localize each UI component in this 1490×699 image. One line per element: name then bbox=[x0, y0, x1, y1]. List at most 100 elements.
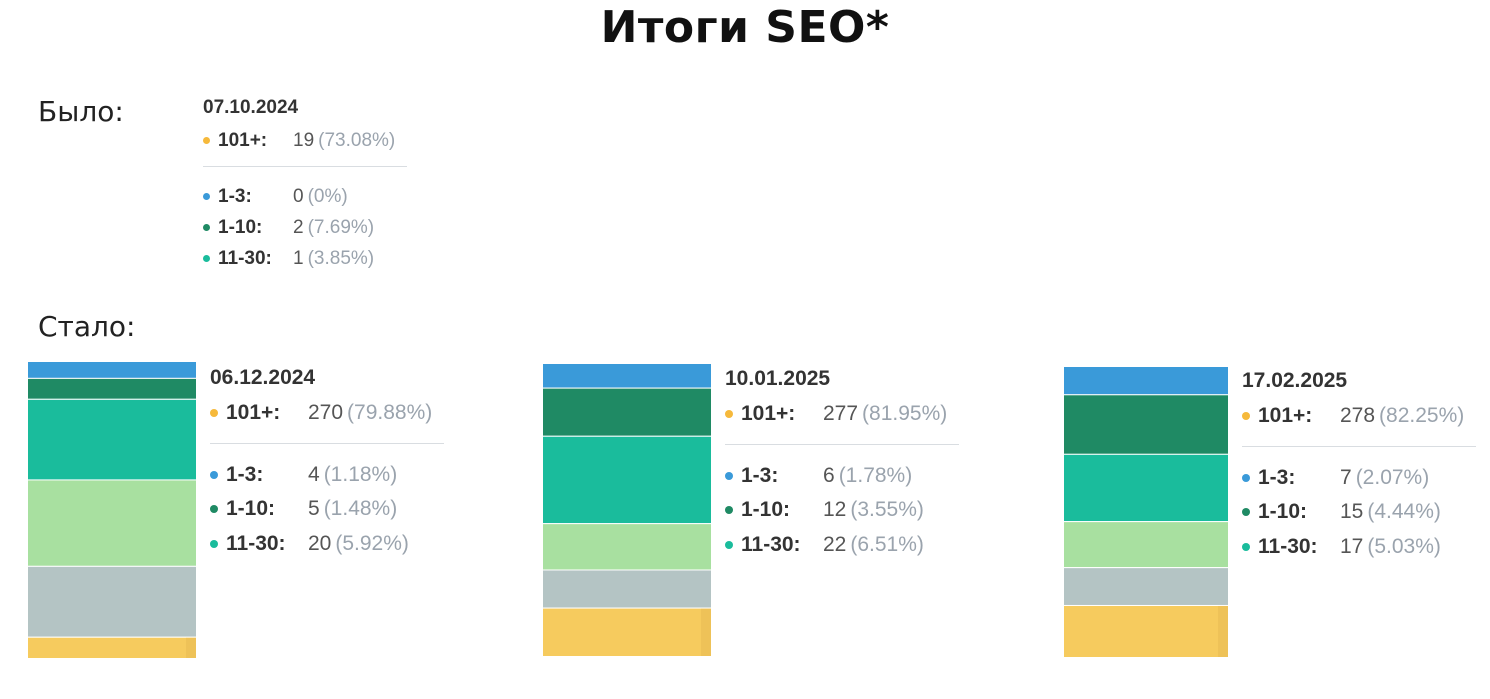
row-percent: (2.07%) bbox=[1355, 465, 1430, 489]
row-label: 1-3: bbox=[1258, 465, 1296, 489]
segment-divider bbox=[28, 398, 196, 400]
teal-dot-icon bbox=[210, 539, 218, 548]
blue-dot-icon bbox=[210, 470, 218, 479]
dark-green-dot-icon bbox=[1242, 508, 1250, 517]
row-label: 1-10: bbox=[1258, 500, 1308, 524]
tooltip-divider bbox=[725, 443, 959, 445]
yellow-dot-icon bbox=[725, 410, 733, 419]
stacked-bar-chart-3 bbox=[1064, 367, 1232, 657]
row-label: 1-3: bbox=[226, 462, 264, 486]
before-label: Было: bbox=[38, 95, 124, 128]
row-count: 5 bbox=[308, 497, 320, 521]
row-label: 101+: bbox=[218, 129, 268, 151]
tooltip-row-101: 101+: 19 (73.08%) bbox=[203, 125, 407, 156]
segment-51-100 bbox=[1064, 568, 1228, 605]
row-count: 277 bbox=[823, 402, 859, 426]
blue-dot-icon bbox=[203, 193, 210, 200]
row-count: 1 bbox=[293, 247, 304, 269]
segment-divider bbox=[28, 565, 196, 567]
row-count: 12 bbox=[823, 498, 847, 522]
row-percent: (82.25%) bbox=[1379, 404, 1465, 428]
yellow-dot-icon bbox=[203, 137, 210, 144]
tooltip-row-1-3: 1-3: 6 (1.78%) bbox=[725, 459, 959, 494]
bar-shadow-edge bbox=[186, 637, 196, 658]
blue-dot-icon bbox=[1242, 473, 1250, 482]
tooltip-divider bbox=[203, 166, 407, 167]
tooltip-row-1-3: 1-3: 7 (2.07%) bbox=[1242, 461, 1476, 496]
dark-green-dot-icon bbox=[210, 505, 218, 514]
row-percent: (6.51%) bbox=[850, 532, 924, 556]
segment-101-plus bbox=[28, 637, 196, 658]
row-label: 1-10: bbox=[218, 216, 263, 238]
tooltip-date: 07.10.2024 bbox=[203, 97, 299, 118]
row-label: 11-30: bbox=[226, 531, 286, 555]
segment-divider bbox=[543, 387, 711, 389]
tooltip-row-1-10: 1-10: 5 (1.48%) bbox=[210, 492, 444, 527]
segment-101-plus bbox=[543, 608, 711, 656]
row-percent: (3.55%) bbox=[850, 498, 924, 522]
segment-divider bbox=[28, 479, 196, 481]
row-percent: (73.08%) bbox=[318, 129, 396, 151]
segment-1-10 bbox=[1064, 395, 1228, 454]
row-label: 1-3: bbox=[741, 463, 779, 487]
tooltip-date: 17.02.2025 bbox=[1242, 369, 1348, 392]
row-percent: (4.44%) bbox=[1367, 500, 1441, 524]
row-count: 19 bbox=[293, 129, 315, 151]
row-count: 20 bbox=[308, 531, 332, 555]
tooltip-row-1-10: 1-10: 15 (4.44%) bbox=[1242, 495, 1476, 530]
row-count: 2 bbox=[293, 216, 304, 238]
row-percent: (79.88%) bbox=[347, 401, 433, 425]
segment-divider bbox=[1064, 604, 1228, 606]
segment-divider bbox=[1064, 453, 1228, 455]
row-label: 11-30: bbox=[218, 247, 272, 269]
page-title: Итоги SEO* bbox=[600, 2, 890, 53]
segment-divider bbox=[543, 607, 711, 609]
bar-shadow-edge bbox=[701, 608, 711, 656]
tooltip-row-1-10: 1-10: 12 (3.55%) bbox=[725, 493, 959, 528]
row-count: 7 bbox=[1340, 465, 1352, 489]
row-label: 11-30: bbox=[741, 532, 801, 556]
after-label: Стало: bbox=[38, 310, 136, 343]
teal-dot-icon bbox=[725, 540, 733, 549]
row-count: 0 bbox=[293, 185, 304, 207]
segment-1-3 bbox=[543, 364, 711, 388]
tooltip-divider bbox=[210, 442, 444, 444]
bar-shadow-edge bbox=[1218, 605, 1228, 657]
segment-31-50 bbox=[543, 524, 711, 570]
row-count: 4 bbox=[308, 462, 320, 486]
segment-31-50 bbox=[1064, 522, 1228, 568]
blue-dot-icon bbox=[725, 471, 733, 480]
segment-divider bbox=[543, 523, 711, 525]
segment-51-100 bbox=[543, 570, 711, 608]
dark-green-dot-icon bbox=[203, 224, 210, 231]
row-count: 17 bbox=[1340, 534, 1364, 558]
segment-1-3 bbox=[1064, 367, 1228, 395]
tooltip-row-11-30: 11-30: 1 (3.85%) bbox=[203, 243, 407, 274]
row-count: 270 bbox=[308, 401, 344, 425]
tooltip-row-101: 101+: 277 (81.95%) bbox=[725, 397, 959, 432]
segment-51-100 bbox=[28, 566, 196, 637]
tooltip-date: 10.01.2025 bbox=[725, 367, 831, 390]
dark-green-dot-icon bbox=[725, 506, 733, 515]
segment-divider bbox=[28, 377, 196, 379]
tooltip-row-1-3: 1-3: 4 (1.18%) bbox=[210, 458, 444, 493]
stacked-bar-svg bbox=[1064, 367, 1228, 657]
tooltip-row-11-30: 11-30: 17 (5.03%) bbox=[1242, 530, 1476, 565]
segment-1-3 bbox=[28, 362, 196, 378]
row-label: 101+: bbox=[741, 402, 796, 426]
yellow-dot-icon bbox=[1242, 412, 1250, 421]
segment-divider bbox=[543, 435, 711, 437]
segment-divider bbox=[543, 569, 711, 571]
before-tooltip: 07.10.2024 101+: 19 (73.08%) 1-3: 0 (0%)… bbox=[203, 97, 407, 274]
teal-dot-icon bbox=[203, 255, 210, 262]
segment-11-30 bbox=[28, 399, 196, 480]
tooltip-row-1-10: 1-10: 2 (7.69%) bbox=[203, 212, 407, 243]
row-label: 1-10: bbox=[226, 497, 276, 521]
stacked-bar-chart-2 bbox=[543, 364, 711, 656]
tooltip-row-101: 101+: 270 (79.88%) bbox=[210, 396, 444, 431]
tooltip-row-11-30: 11-30: 20 (5.92%) bbox=[210, 527, 444, 562]
segment-31-50 bbox=[28, 480, 196, 566]
segment-divider bbox=[1064, 394, 1228, 396]
tooltip-divider bbox=[1242, 445, 1476, 447]
row-label: 101+: bbox=[1258, 404, 1313, 428]
